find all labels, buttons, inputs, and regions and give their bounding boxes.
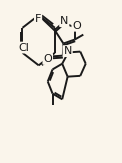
Text: O: O xyxy=(72,21,81,31)
Text: Cl: Cl xyxy=(19,43,30,52)
Text: N: N xyxy=(63,46,72,56)
Text: O: O xyxy=(43,54,52,64)
Text: N: N xyxy=(60,16,68,26)
Text: F: F xyxy=(35,14,41,24)
